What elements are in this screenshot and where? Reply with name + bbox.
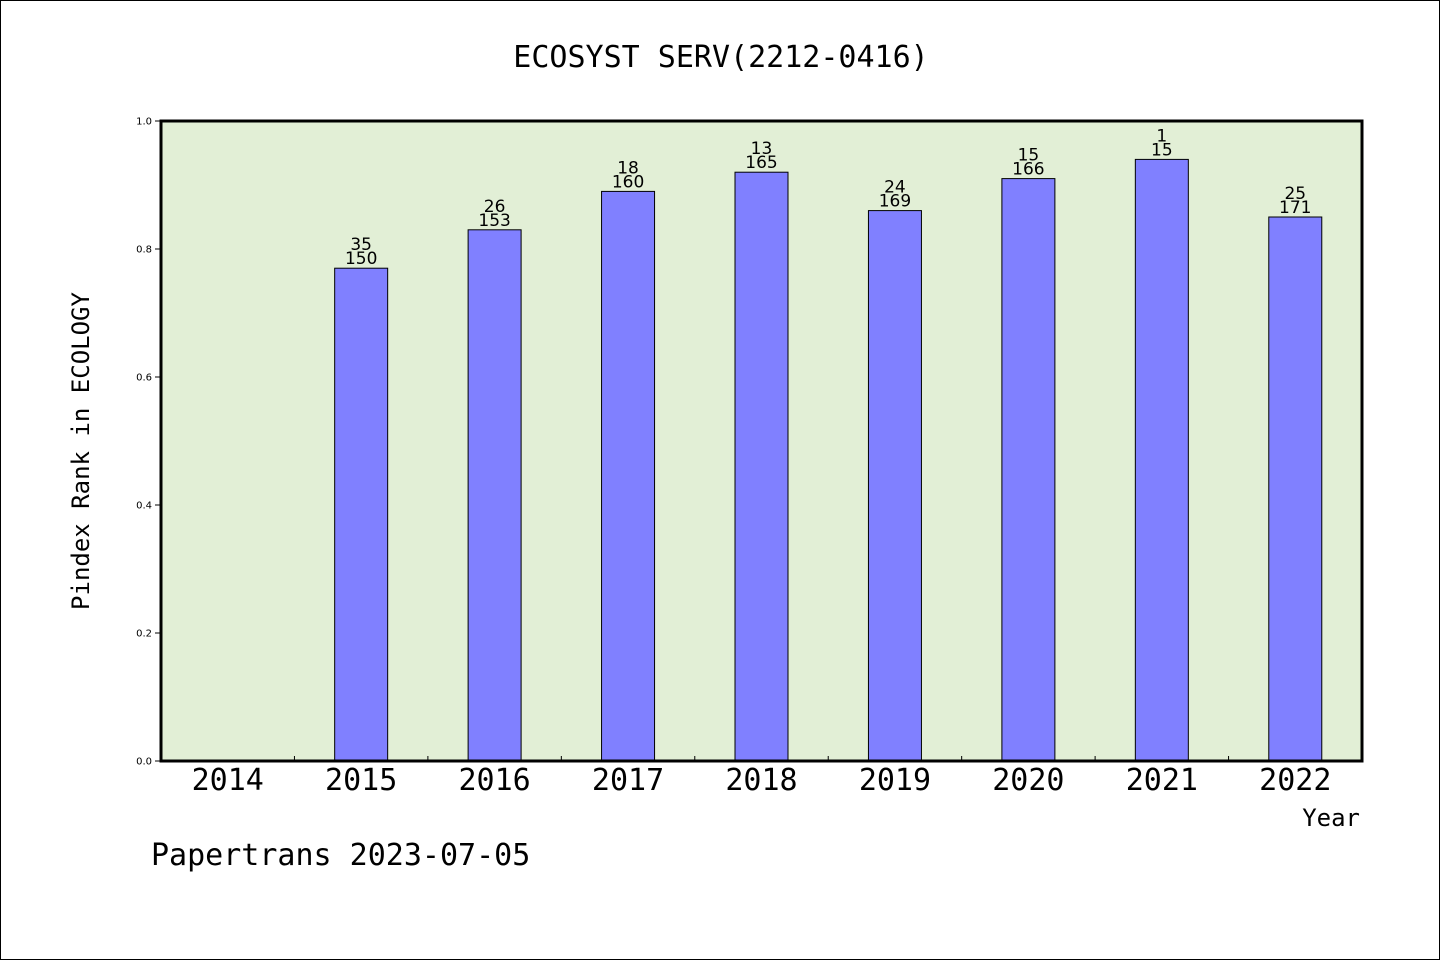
x-axis-label: Year [1302, 804, 1360, 832]
bar-total-label-2020: 166 [1012, 160, 1044, 180]
bar-rank-label-2021: 1 [1156, 126, 1167, 146]
bar-rank-label-2022: 25 [1284, 184, 1306, 204]
x-tick-label-2015: 2015 [325, 763, 397, 798]
bar-2022 [1268, 216, 1323, 762]
bar-total-label-2017: 160 [612, 172, 644, 192]
bar-rank-label-2015: 35 [350, 235, 372, 255]
bar-total-label-2015: 150 [345, 249, 377, 269]
bar-2015 [334, 267, 389, 762]
y-axis-ticks: 0.0 0.2 0.4 0.6 0.8 1.0 [136, 117, 161, 768]
bar-2017 [601, 190, 656, 762]
bar-total-label-2022: 171 [1279, 198, 1311, 218]
bar-2021 [1134, 158, 1189, 762]
chart-title: ECOSYST SERV(2212-0416) [513, 40, 928, 75]
x-tick-label-2017: 2017 [592, 763, 664, 798]
x-tick-label-2019: 2019 [859, 763, 931, 798]
bar-rank-label-2017: 18 [617, 158, 639, 178]
bar-rank-label-2018: 13 [751, 139, 773, 159]
bars-group [334, 158, 1323, 762]
bar-2020 [1001, 178, 1056, 762]
footer-credit: Papertrans 2023-07-05 [151, 838, 530, 873]
bar-total-label-2016: 153 [478, 211, 510, 231]
x-axis-ticks: 2014 2015 2016 2017 2018 2019 2020 2021 2022 [192, 756, 1331, 798]
y-tick-label-0.2: 0.2 [136, 629, 152, 640]
y-tick-label-0.0: 0.0 [136, 757, 152, 768]
y-tick-label-0.8: 0.8 [136, 245, 152, 256]
y-tick-label-1.0: 1.0 [136, 117, 152, 128]
bar-2018 [734, 171, 789, 762]
y-axis-label: Pindex Rank in ECOLOGY [67, 292, 95, 610]
bar-total-label-2019: 169 [879, 192, 911, 212]
bar-rank-label-2019: 24 [884, 178, 906, 198]
x-tick-label-2018: 2018 [725, 763, 797, 798]
bar-rank-label-2016: 26 [484, 197, 506, 217]
bar-rank-label-2020: 15 [1018, 146, 1040, 166]
plot-border [159, 119, 1364, 763]
y-tick-label-0.6: 0.6 [136, 373, 152, 384]
bar-total-label-2018: 165 [745, 153, 777, 173]
bar-total-label-2021: 15 [1151, 140, 1173, 160]
y-tick-label-0.4: 0.4 [136, 501, 152, 512]
bar-2019 [867, 210, 922, 762]
x-tick-label-2014: 2014 [192, 763, 264, 798]
x-tick-label-2021: 2021 [1126, 763, 1198, 798]
x-tick-label-2020: 2020 [992, 763, 1064, 798]
x-tick-label-2016: 2016 [458, 763, 530, 798]
bar-2016 [467, 229, 522, 762]
x-tick-label-2022: 2022 [1259, 763, 1331, 798]
